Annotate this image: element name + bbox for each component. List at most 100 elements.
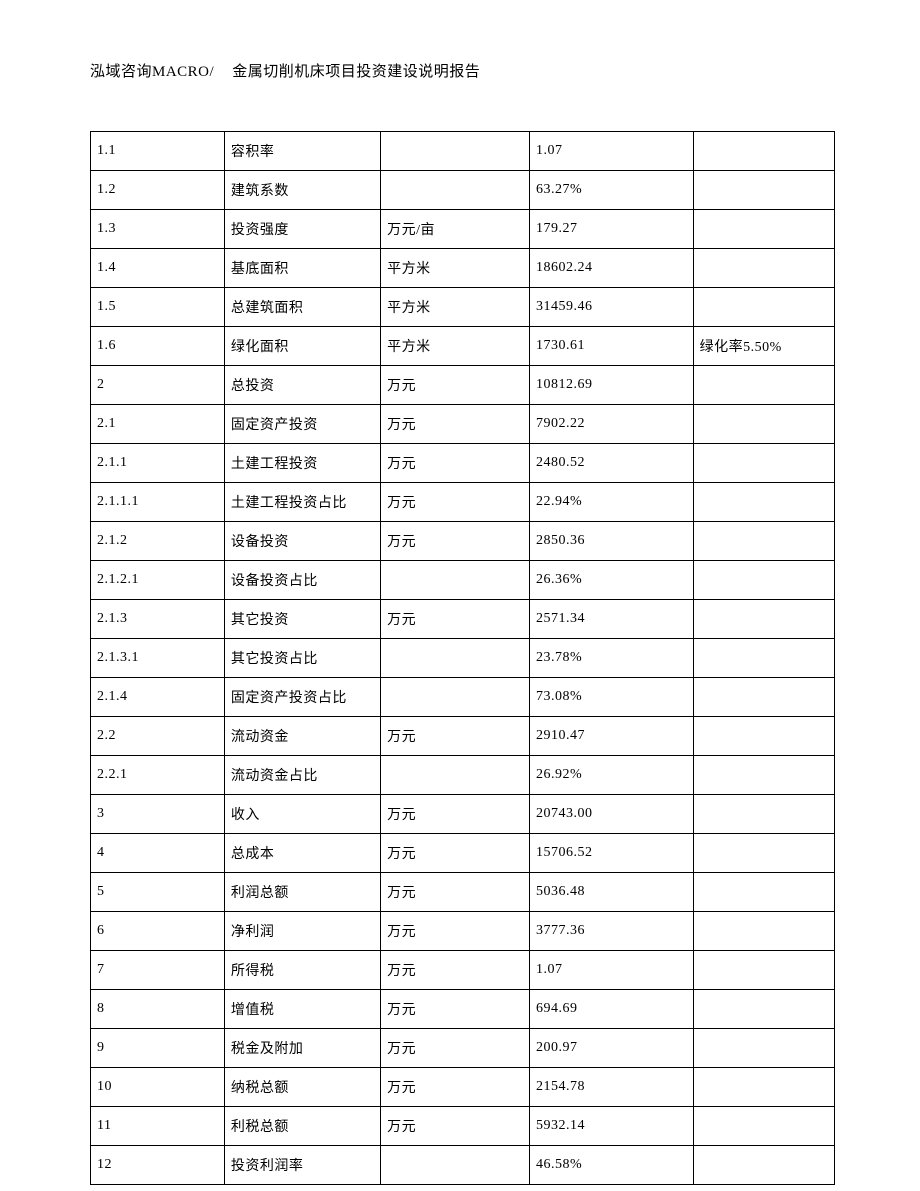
header-left: 泓域咨询MACRO/ [90, 64, 214, 80]
cell-id: 9 [91, 1029, 225, 1068]
cell-note [693, 912, 834, 951]
cell-note [693, 834, 834, 873]
cell-value: 2480.52 [529, 444, 693, 483]
cell-name: 设备投资占比 [224, 561, 380, 600]
cell-id: 2.1.2 [91, 522, 225, 561]
cell-value: 31459.46 [529, 288, 693, 327]
table-row: 2.2流动资金万元2910.47 [91, 717, 835, 756]
cell-name: 增值税 [224, 990, 380, 1029]
table-row: 1.2建筑系数 63.27% [91, 171, 835, 210]
cell-unit: 万元 [381, 366, 530, 405]
cell-id: 2.1.1.1 [91, 483, 225, 522]
page-header: 泓域咨询MACRO/金属切削机床项目投资建设说明报告 [90, 60, 835, 81]
cell-unit: 万元 [381, 600, 530, 639]
cell-id: 6 [91, 912, 225, 951]
cell-unit [381, 132, 530, 171]
cell-note [693, 990, 834, 1029]
cell-unit: 万元 [381, 522, 530, 561]
table-row: 5利润总额万元5036.48 [91, 873, 835, 912]
table-row: 1.4基底面积平方米18602.24 [91, 249, 835, 288]
cell-id: 2.1 [91, 405, 225, 444]
cell-value: 2154.78 [529, 1068, 693, 1107]
cell-id: 1.6 [91, 327, 225, 366]
table-row: 10纳税总额万元2154.78 [91, 1068, 835, 1107]
table-row: 2.2.1流动资金占比26.92% [91, 756, 835, 795]
table-row: 8增值税万元694.69 [91, 990, 835, 1029]
cell-value: 5036.48 [529, 873, 693, 912]
cell-name: 容积率 [224, 132, 380, 171]
cell-id: 8 [91, 990, 225, 1029]
table-row: 6净利润万元3777.36 [91, 912, 835, 951]
cell-id: 1.4 [91, 249, 225, 288]
cell-value: 1.07 [529, 132, 693, 171]
table-row: 2.1.2设备投资万元2850.36 [91, 522, 835, 561]
table-row: 2.1.4固定资产投资占比73.08% [91, 678, 835, 717]
cell-name: 固定资产投资占比 [224, 678, 380, 717]
cell-unit: 万元 [381, 1107, 530, 1146]
cell-name: 利税总额 [224, 1107, 380, 1146]
cell-id: 1.5 [91, 288, 225, 327]
cell-name: 投资强度 [224, 210, 380, 249]
cell-name: 基底面积 [224, 249, 380, 288]
cell-value: 18602.24 [529, 249, 693, 288]
cell-value: 179.27 [529, 210, 693, 249]
cell-unit: 万元 [381, 873, 530, 912]
cell-note [693, 873, 834, 912]
cell-id: 2.1.3 [91, 600, 225, 639]
cell-note [693, 1029, 834, 1068]
header-right: 金属切削机床项目投资建设说明报告 [232, 64, 480, 80]
cell-id: 2.1.2.1 [91, 561, 225, 600]
cell-note [693, 249, 834, 288]
cell-note [693, 522, 834, 561]
cell-name: 其它投资占比 [224, 639, 380, 678]
cell-id: 2.2 [91, 717, 225, 756]
cell-id: 2.1.3.1 [91, 639, 225, 678]
table-row: 1.3投资强度万元/亩179.27 [91, 210, 835, 249]
cell-unit [381, 639, 530, 678]
cell-note [693, 1146, 834, 1185]
cell-id: 1.2 [91, 171, 225, 210]
cell-note [693, 405, 834, 444]
cell-id: 2.1.4 [91, 678, 225, 717]
table-row: 11利税总额万元5932.14 [91, 1107, 835, 1146]
cell-name: 土建工程投资 [224, 444, 380, 483]
table-row: 9税金及附加万元200.97 [91, 1029, 835, 1068]
cell-note [693, 678, 834, 717]
data-table: 1.1容积率 1.07 1.2建筑系数 63.27%1.3投资强度万元/亩179.27… [90, 131, 835, 1185]
cell-value: 5932.14 [529, 1107, 693, 1146]
table-row: 2.1固定资产投资万元7902.22 [91, 405, 835, 444]
cell-note [693, 171, 834, 210]
cell-note [693, 444, 834, 483]
cell-id: 4 [91, 834, 225, 873]
cell-unit: 万元 [381, 912, 530, 951]
table-row: 1.1容积率 1.07 [91, 132, 835, 171]
cell-unit: 平方米 [381, 327, 530, 366]
table-row: 2.1.1土建工程投资万元2480.52 [91, 444, 835, 483]
cell-note [693, 366, 834, 405]
cell-value: 15706.52 [529, 834, 693, 873]
cell-unit: 平方米 [381, 288, 530, 327]
cell-value: 10812.69 [529, 366, 693, 405]
cell-name: 总成本 [224, 834, 380, 873]
cell-unit [381, 678, 530, 717]
cell-note [693, 483, 834, 522]
cell-value: 7902.22 [529, 405, 693, 444]
cell-note [693, 561, 834, 600]
cell-note [693, 1107, 834, 1146]
cell-note: 绿化率5.50% [693, 327, 834, 366]
cell-id: 12 [91, 1146, 225, 1185]
cell-name: 土建工程投资占比 [224, 483, 380, 522]
cell-value: 23.78% [529, 639, 693, 678]
cell-note [693, 1068, 834, 1107]
cell-note [693, 639, 834, 678]
table-row: 3收入万元20743.00 [91, 795, 835, 834]
cell-id: 1.1 [91, 132, 225, 171]
cell-value: 63.27% [529, 171, 693, 210]
cell-name: 净利润 [224, 912, 380, 951]
cell-note [693, 795, 834, 834]
table-row: 2.1.3.1其它投资占比 23.78% [91, 639, 835, 678]
cell-id: 2 [91, 366, 225, 405]
cell-name: 利润总额 [224, 873, 380, 912]
cell-name: 建筑系数 [224, 171, 380, 210]
cell-unit: 万元 [381, 834, 530, 873]
